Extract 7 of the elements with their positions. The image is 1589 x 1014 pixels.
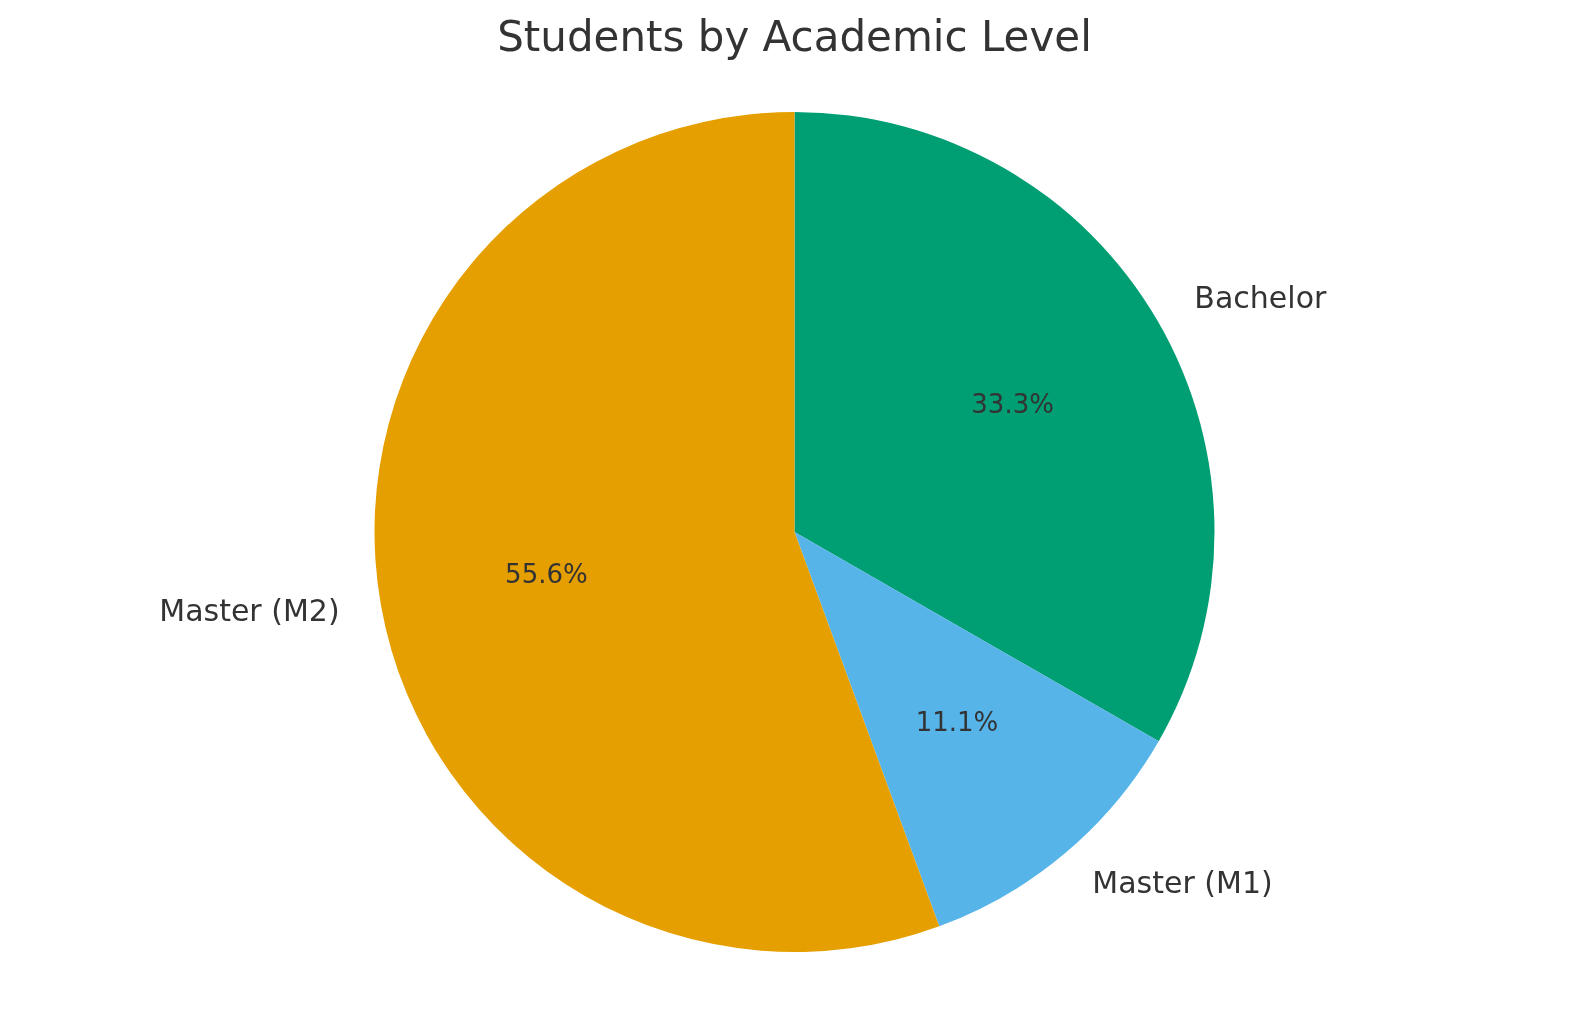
slice-label: Master (M1)	[1092, 864, 1273, 900]
slice-label: Bachelor	[1194, 280, 1327, 316]
data-label: 55.6%	[505, 558, 588, 589]
slice-label: Master (M2)	[159, 592, 340, 628]
data-label: 33.3%	[971, 388, 1054, 419]
chart-title: Students by Academic Level	[497, 11, 1092, 61]
data-label: 11.1%	[915, 707, 999, 738]
